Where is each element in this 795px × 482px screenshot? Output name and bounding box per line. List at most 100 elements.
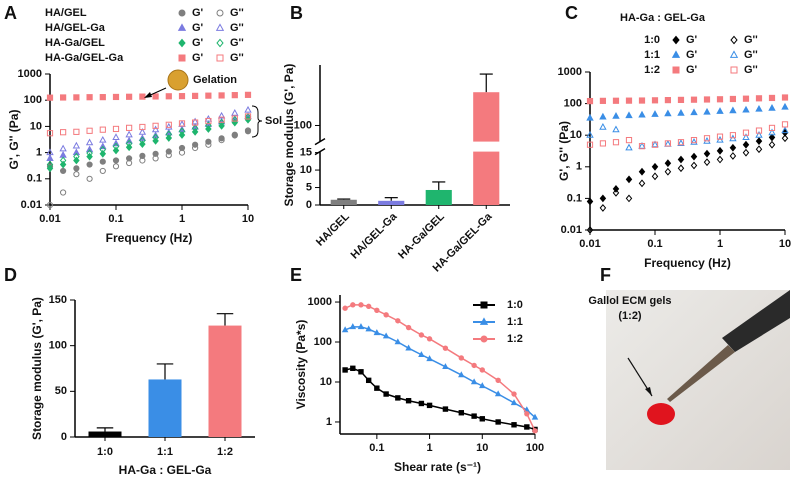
legend-marker — [215, 23, 225, 31]
point — [342, 367, 348, 373]
point — [781, 94, 789, 101]
point — [231, 109, 239, 116]
point — [703, 96, 711, 103]
panel-letter: F — [600, 265, 611, 285]
point — [231, 115, 238, 122]
point — [716, 146, 724, 155]
point — [716, 133, 724, 140]
legend-label: 1:0 — [644, 34, 660, 46]
point — [152, 93, 159, 100]
point — [72, 148, 81, 156]
point — [139, 136, 146, 145]
point — [99, 158, 106, 165]
x-tick-label: HA-Ga/GEL — [396, 211, 447, 262]
point — [139, 152, 146, 159]
axis-break — [314, 137, 326, 146]
x-tick-label: 1 — [717, 238, 723, 250]
point — [612, 97, 620, 104]
x-axis-label: Shear rate (s⁻¹) — [394, 460, 481, 474]
legend-marker — [177, 23, 187, 31]
legend-marker — [729, 50, 739, 58]
point — [46, 130, 54, 137]
point — [781, 102, 789, 110]
point — [341, 326, 349, 333]
point — [73, 152, 80, 161]
point — [349, 323, 357, 330]
point — [651, 162, 659, 171]
point — [152, 150, 159, 157]
legend-marker — [178, 9, 186, 17]
legend-marker — [178, 38, 186, 48]
point — [60, 94, 67, 101]
point — [46, 94, 54, 101]
y-tick-label: 1000 — [558, 66, 582, 78]
point — [218, 92, 225, 99]
point — [405, 344, 412, 351]
point — [442, 406, 449, 412]
point — [586, 113, 594, 121]
point — [99, 149, 107, 158]
point — [755, 127, 763, 134]
point — [677, 155, 685, 164]
point — [599, 97, 607, 104]
point — [677, 164, 685, 173]
point — [625, 97, 633, 104]
point — [112, 133, 120, 140]
point — [586, 197, 594, 206]
bar — [148, 379, 182, 437]
legend-marker — [479, 317, 489, 325]
point — [139, 93, 146, 100]
y-tick-label: 1 — [326, 416, 332, 428]
point — [677, 96, 685, 103]
legend-label: G'' — [230, 22, 244, 34]
point — [664, 109, 672, 117]
point — [165, 93, 172, 100]
legend-label: 1:1 — [507, 316, 523, 328]
point — [531, 413, 539, 420]
point — [690, 136, 698, 144]
point — [244, 113, 252, 120]
y-tick-label: 0.1 — [27, 173, 42, 185]
x-tick-label: 1 — [427, 442, 433, 454]
point — [112, 146, 120, 155]
point — [494, 390, 502, 397]
point — [405, 398, 412, 404]
pipette — [722, 290, 790, 352]
legend-marker — [672, 35, 680, 45]
point — [218, 135, 225, 142]
point — [742, 133, 750, 141]
point — [59, 160, 67, 169]
point — [638, 179, 646, 188]
photo: Gallol ECM gels (1:2) F — [588, 265, 790, 470]
point — [99, 135, 107, 143]
point — [365, 377, 372, 384]
point — [192, 119, 199, 126]
point — [112, 163, 120, 170]
point — [471, 413, 477, 419]
point — [664, 140, 672, 147]
annotation: Sol — [265, 115, 282, 127]
legend-title: HA-Ga : GEL-Ga — [620, 12, 706, 24]
point — [60, 167, 67, 175]
point — [350, 302, 356, 308]
x-tick-label: 10 — [476, 442, 488, 454]
point — [524, 411, 530, 417]
point — [442, 363, 449, 370]
point — [374, 385, 380, 391]
point — [46, 201, 54, 209]
point — [395, 395, 401, 401]
point — [152, 122, 159, 129]
x-tick-label: 1:1 — [157, 446, 173, 458]
legend-label: G'' — [230, 7, 244, 19]
point — [586, 97, 594, 105]
y-axis-label: Storage modulus (G', Pa) — [30, 297, 44, 440]
point — [599, 122, 607, 130]
gelation-icon — [167, 69, 189, 91]
point — [612, 125, 620, 133]
point — [191, 117, 199, 125]
point — [112, 157, 120, 164]
point — [510, 399, 518, 406]
y-tick-label: 150 — [49, 294, 67, 306]
point — [418, 351, 425, 358]
point — [73, 94, 80, 101]
